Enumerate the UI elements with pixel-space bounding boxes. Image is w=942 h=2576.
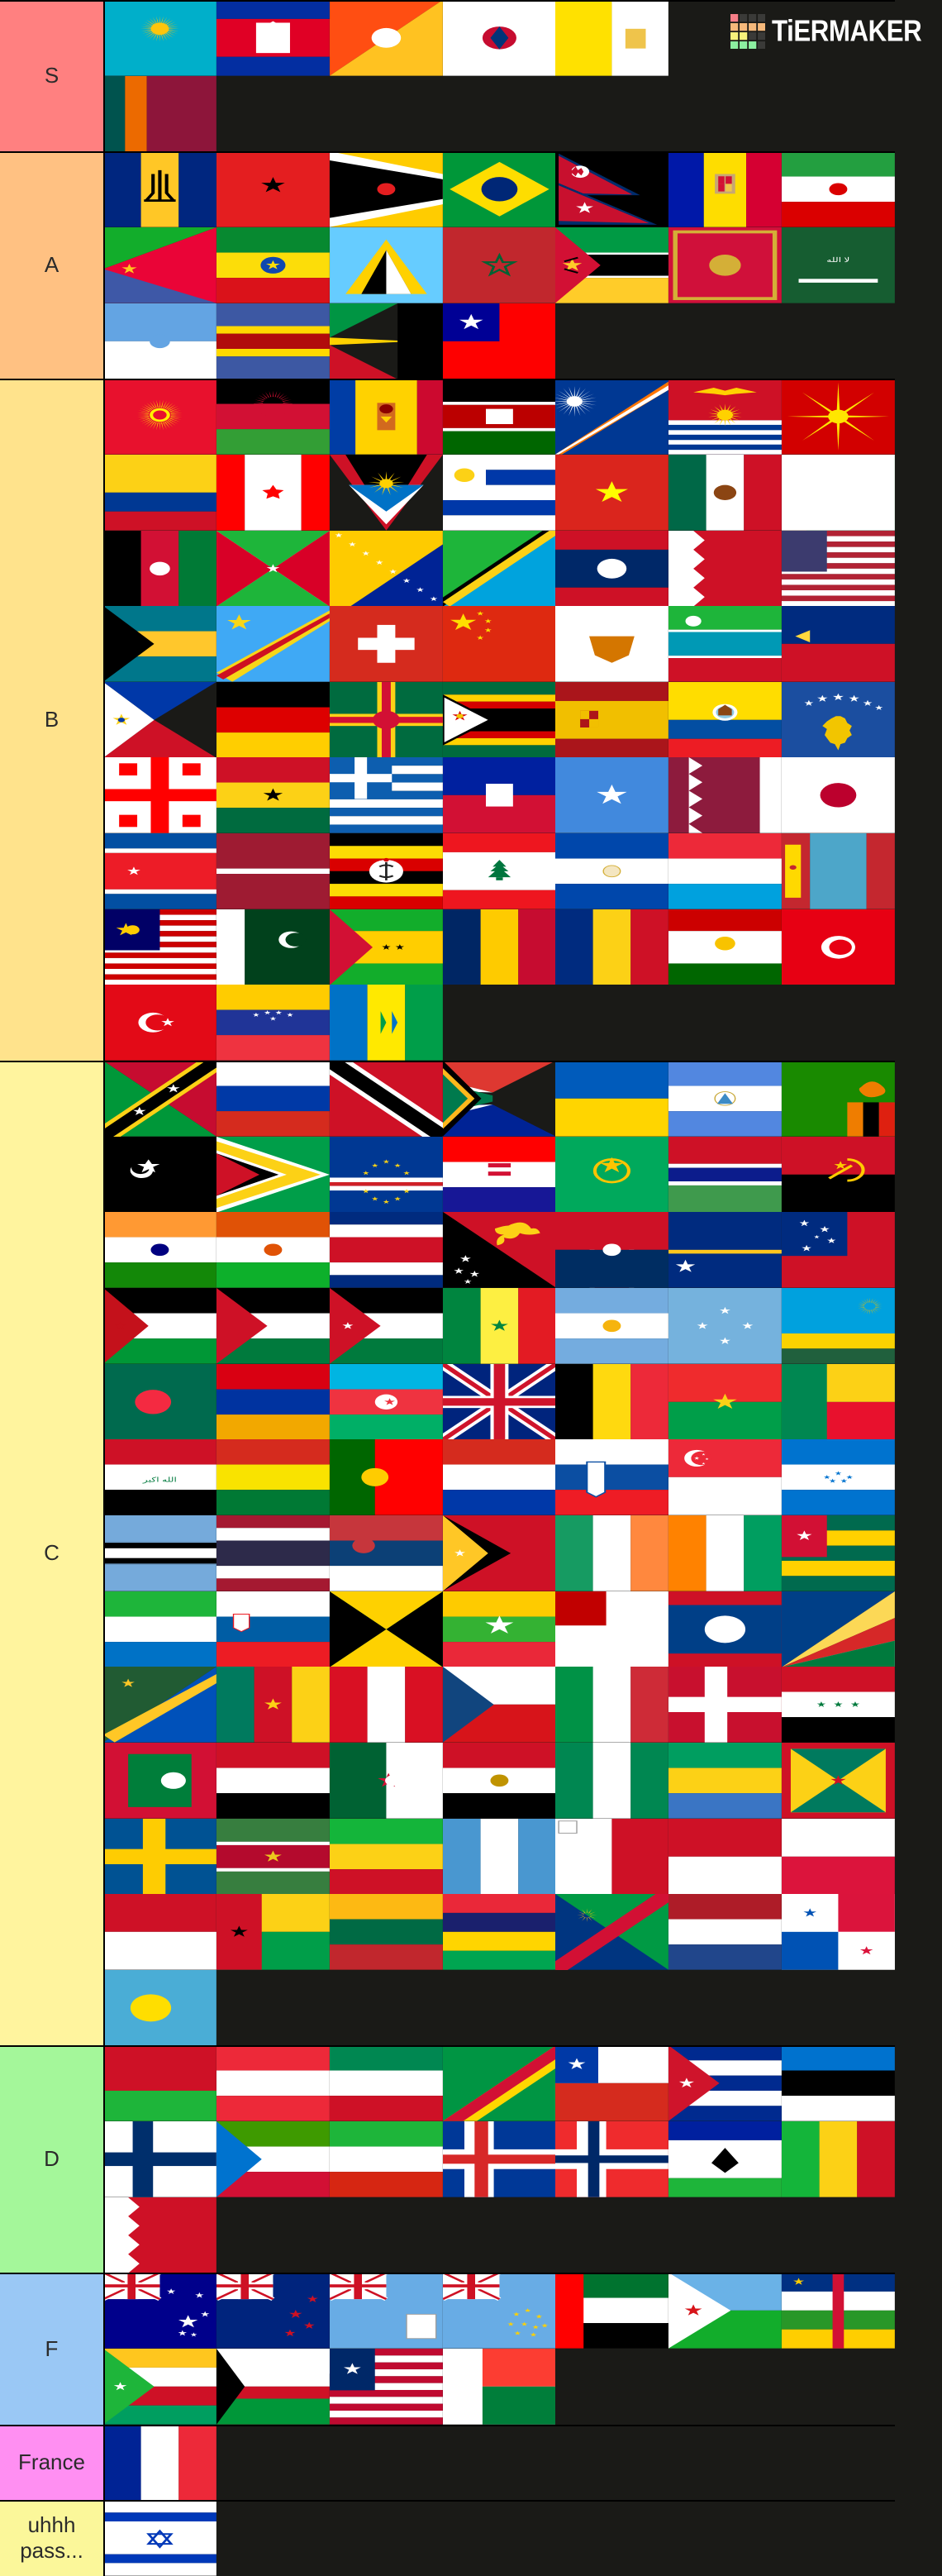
svg-text:لا الله: لا الله xyxy=(826,257,849,265)
svg-text:الله اكبر: الله اكبر xyxy=(142,1476,177,1484)
